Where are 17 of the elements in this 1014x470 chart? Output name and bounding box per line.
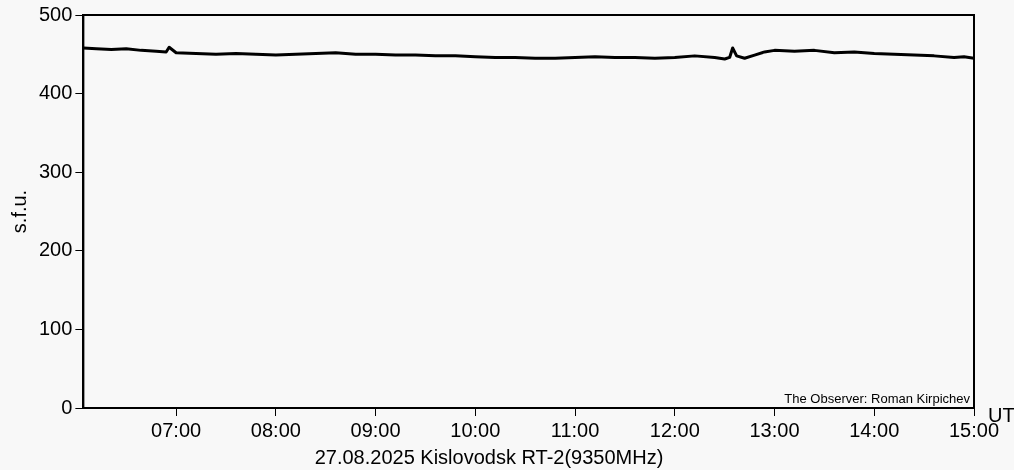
y-tick-label: 200	[38, 238, 73, 261]
x-tick-label: 10:00	[450, 418, 501, 441]
y-tick-label: 0	[61, 395, 73, 418]
x-tick-label: 07:00	[151, 418, 202, 441]
x-tick-label: 12:00	[649, 418, 700, 441]
x-tick-label: 13:00	[749, 418, 800, 441]
y-axis-title: s.f.u.	[7, 189, 30, 234]
y-tick-label: 400	[38, 81, 73, 104]
y-tick-label: 100	[38, 316, 73, 339]
x-tick-label: 11:00	[550, 418, 600, 441]
annotation: The Observer: Roman Kirpichev	[784, 391, 971, 407]
y-tick-label: 300	[38, 159, 73, 182]
x-tick-label: 08:00	[250, 418, 301, 441]
y-tick-label: 500	[38, 2, 73, 25]
x-tick-label: 14:00	[849, 418, 900, 441]
x-tick-label: 09:00	[350, 418, 401, 441]
text: 27.08.2025 Kislovodsk RT-2(9350MHz)	[314, 445, 664, 468]
